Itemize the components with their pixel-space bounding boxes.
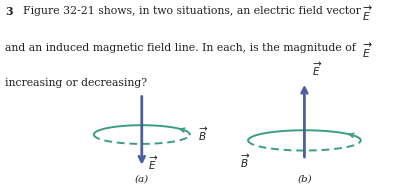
Text: $\overrightarrow{B}$: $\overrightarrow{B}$ (198, 126, 208, 143)
Text: $\overrightarrow{E}$: $\overrightarrow{E}$ (362, 5, 372, 23)
Text: 3: 3 (5, 6, 13, 17)
Text: Figure 32-21 shows, in two situations, an electric field vector: Figure 32-21 shows, in two situations, a… (23, 6, 364, 16)
Text: (b): (b) (297, 174, 312, 183)
Text: and an induced magnetic field line. In each, is the magnitude of: and an induced magnetic field line. In e… (5, 43, 359, 53)
Text: $\overrightarrow{E}$: $\overrightarrow{E}$ (312, 60, 322, 78)
Text: (a): (a) (135, 174, 149, 183)
Text: increasing or decreasing?: increasing or decreasing? (5, 78, 147, 88)
Text: $\overrightarrow{E}$: $\overrightarrow{E}$ (148, 154, 158, 172)
Text: $\overrightarrow{B}$: $\overrightarrow{B}$ (240, 152, 250, 170)
Text: $\overrightarrow{E}$: $\overrightarrow{E}$ (362, 42, 372, 60)
